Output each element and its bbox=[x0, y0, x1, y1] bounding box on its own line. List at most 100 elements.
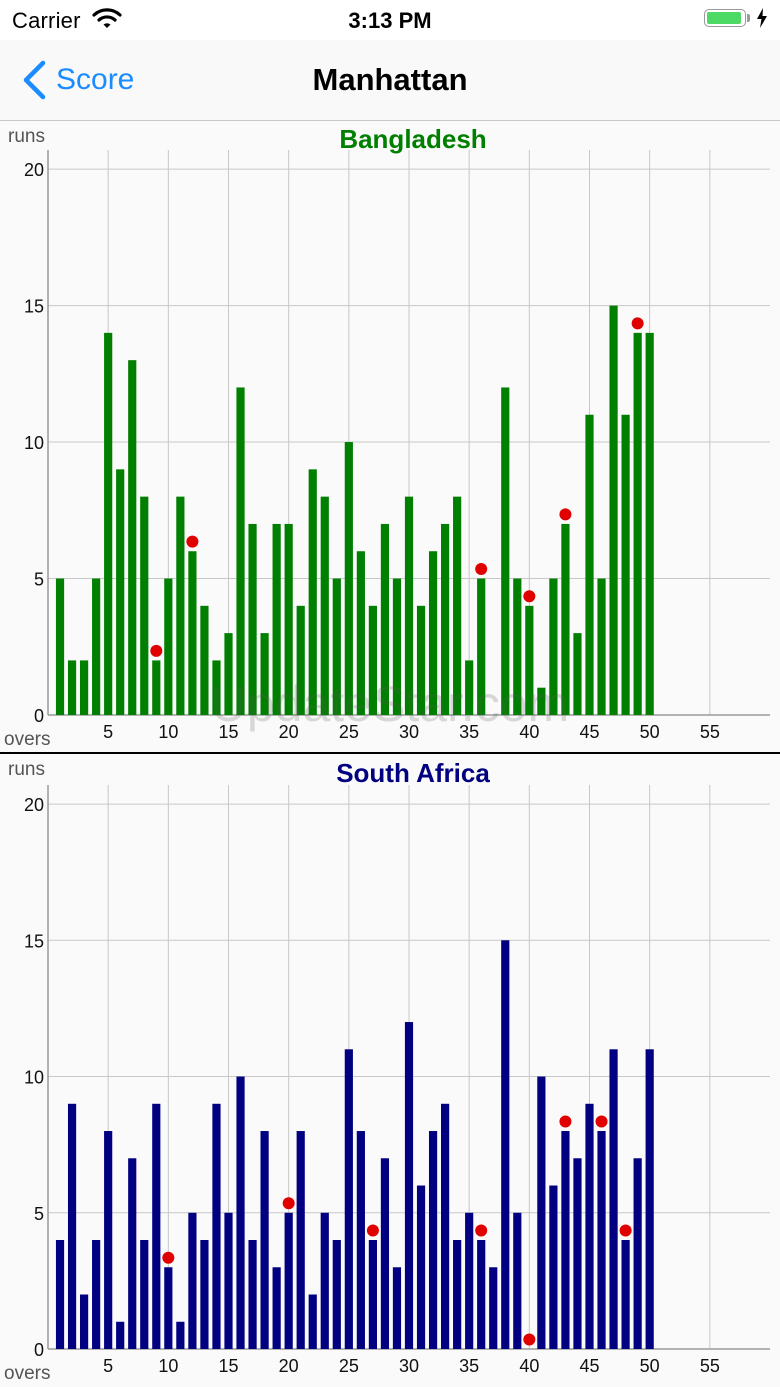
x-tick-label: 50 bbox=[640, 1356, 660, 1376]
runs-bar bbox=[296, 605, 305, 715]
wicket-marker bbox=[595, 1115, 608, 1128]
runs-bar bbox=[212, 1103, 221, 1349]
runs-bar bbox=[380, 523, 390, 715]
x-tick-label: 55 bbox=[700, 722, 720, 742]
runs-bar bbox=[573, 633, 582, 715]
runs-bar bbox=[176, 1321, 185, 1349]
runs-bar bbox=[537, 1076, 546, 1349]
runs-bar bbox=[404, 1022, 414, 1349]
runs-bar bbox=[585, 414, 594, 715]
runs-bar bbox=[501, 940, 510, 1349]
runs-bar bbox=[116, 469, 125, 715]
runs-bar bbox=[140, 496, 149, 715]
runs-bar bbox=[501, 387, 510, 715]
runs-bar bbox=[368, 1240, 377, 1349]
x-tick-label: 40 bbox=[519, 722, 539, 742]
navigation-bar: Score Manhattan bbox=[0, 40, 780, 121]
runs-bar bbox=[453, 496, 462, 715]
x-tick-label: 45 bbox=[579, 1356, 599, 1376]
wicket-marker bbox=[559, 508, 572, 521]
runs-bar bbox=[549, 578, 558, 715]
runs-bar bbox=[55, 578, 65, 715]
runs-bar bbox=[621, 414, 630, 715]
x-tick-label: 10 bbox=[158, 1356, 178, 1376]
runs-bar bbox=[152, 1103, 161, 1349]
runs-bar bbox=[92, 578, 101, 715]
runs-bar bbox=[67, 1103, 77, 1349]
x-tick-label: 50 bbox=[640, 722, 660, 742]
runs-bar bbox=[176, 496, 185, 715]
runs-bar bbox=[248, 523, 257, 715]
runs-bar bbox=[633, 1158, 642, 1349]
wicket-marker bbox=[475, 1224, 488, 1237]
runs-bar bbox=[332, 578, 341, 715]
runs-bar bbox=[392, 1267, 402, 1349]
chevron-left-icon bbox=[23, 60, 46, 100]
status-bar: Carrier 3:13 PM bbox=[0, 0, 780, 40]
y-axis-title: runs bbox=[8, 759, 45, 780]
runs-bar bbox=[152, 660, 161, 715]
runs-bar bbox=[164, 1267, 173, 1349]
runs-bar bbox=[140, 1240, 149, 1349]
runs-bar bbox=[296, 1131, 305, 1349]
wicket-marker bbox=[631, 317, 644, 330]
x-tick-label: 5 bbox=[103, 722, 113, 742]
y-tick-label: 10 bbox=[24, 433, 44, 453]
runs-bar bbox=[537, 687, 546, 715]
back-button[interactable]: Score bbox=[22, 58, 134, 102]
runs-bar bbox=[561, 523, 570, 715]
wicket-marker bbox=[619, 1224, 632, 1237]
runs-bar bbox=[441, 1103, 450, 1349]
runs-bar bbox=[55, 1240, 65, 1349]
runs-bar bbox=[92, 1240, 101, 1349]
wicket-marker bbox=[559, 1115, 572, 1128]
runs-bar bbox=[344, 1049, 353, 1349]
runs-bar bbox=[368, 605, 377, 715]
runs-bar bbox=[489, 1267, 498, 1349]
watermark-text: UpdateStar.com bbox=[211, 676, 570, 732]
runs-bar bbox=[104, 332, 113, 715]
runs-bar bbox=[284, 1212, 293, 1349]
chart-title: Bangladesh bbox=[339, 124, 486, 154]
runs-bar bbox=[188, 1212, 197, 1349]
back-button-label: Score bbox=[56, 63, 135, 96]
wicket-marker bbox=[186, 535, 199, 548]
runs-bar bbox=[260, 633, 269, 715]
carrier-label: Carrier bbox=[12, 8, 81, 33]
runs-bar bbox=[356, 1131, 365, 1349]
runs-bar bbox=[416, 1185, 426, 1349]
chart-title: South Africa bbox=[336, 758, 490, 788]
page-title: Manhattan bbox=[312, 62, 468, 97]
x-tick-label: 45 bbox=[579, 722, 599, 742]
wicket-marker bbox=[366, 1224, 379, 1237]
x-tick-label: 20 bbox=[279, 1356, 299, 1376]
runs-bar bbox=[416, 605, 426, 715]
runs-bar bbox=[428, 551, 438, 715]
runs-bar bbox=[428, 1131, 438, 1349]
y-tick-label: 10 bbox=[24, 1068, 44, 1088]
wicket-marker bbox=[150, 644, 163, 657]
bangladesh-manhattan-chart: 0 5 10 15 20 5 10 15 20 25 30 35 40 45 50 55 runs overs Ba… bbox=[0, 121, 780, 752]
runs-bar bbox=[272, 523, 281, 715]
runs-bar bbox=[248, 1240, 257, 1349]
runs-bar bbox=[272, 1267, 281, 1349]
runs-bar bbox=[513, 1212, 522, 1349]
runs-bar bbox=[164, 578, 173, 715]
runs-bar bbox=[128, 1158, 137, 1349]
wicket-marker bbox=[162, 1251, 175, 1264]
battery-icon bbox=[704, 9, 746, 27]
x-tick-label: 55 bbox=[700, 1356, 720, 1376]
runs-bar bbox=[609, 1049, 618, 1349]
runs-bar bbox=[212, 660, 221, 715]
x-axis-title: overs bbox=[4, 729, 50, 750]
runs-bar bbox=[116, 1321, 125, 1349]
x-tick-label: 15 bbox=[218, 722, 238, 742]
runs-bar bbox=[609, 305, 618, 715]
y-axis-title: runs bbox=[8, 126, 45, 147]
x-tick-label: 15 bbox=[218, 1356, 238, 1376]
runs-bar bbox=[645, 1049, 654, 1349]
y-tick-label: 20 bbox=[24, 160, 44, 180]
runs-bar bbox=[236, 387, 245, 715]
runs-bar bbox=[200, 1240, 209, 1349]
x-tick-label: 30 bbox=[399, 1356, 419, 1376]
